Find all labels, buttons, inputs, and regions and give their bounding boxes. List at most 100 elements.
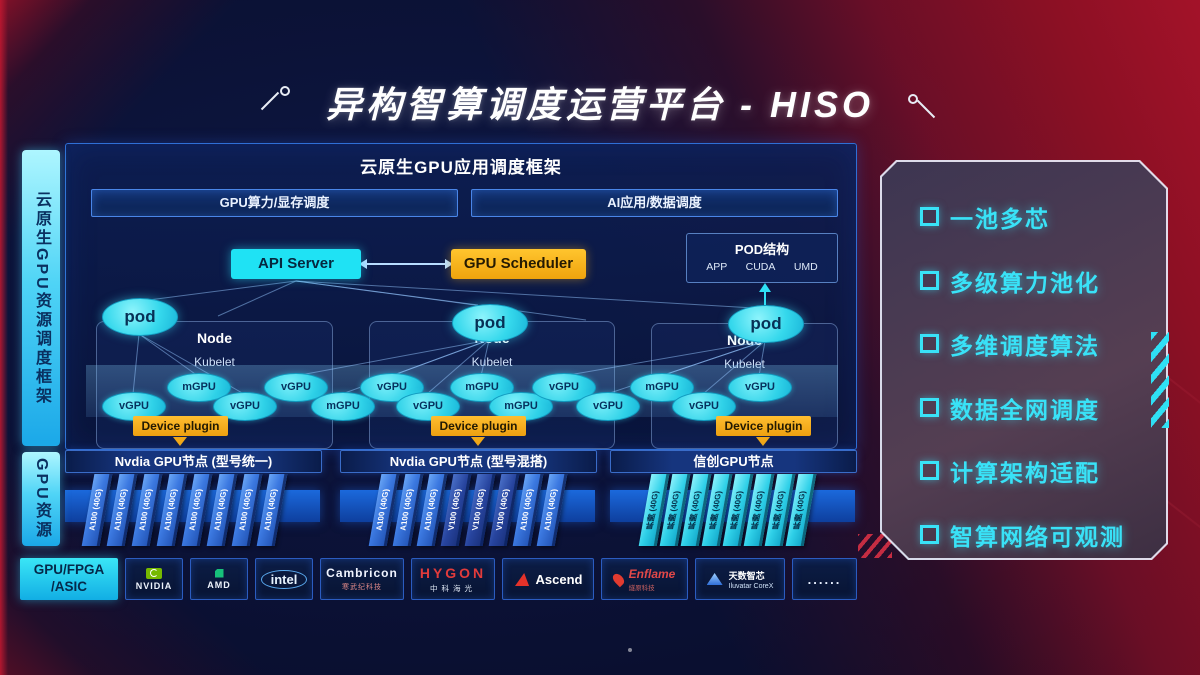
gpu-unit-mgpu: mGPU <box>311 392 375 421</box>
pod-up-arrow <box>764 291 766 305</box>
pod-ellipse: pod <box>452 304 528 342</box>
feature-item: 多级算力池化 <box>882 264 1166 296</box>
vendor-name: 天数智芯 <box>728 570 765 581</box>
gpu-card-label: A100 (40G) <box>112 489 129 531</box>
bg-dot <box>628 648 632 652</box>
vendor-tile: Cambricon 寒武纪科技 <box>320 558 404 600</box>
vendor-name: NVIDIA <box>135 580 173 591</box>
arrow-down-icon <box>471 437 485 446</box>
nvidia-eye-icon <box>150 569 158 577</box>
framework-header: 云原生GPU应用调度框架 <box>360 158 562 177</box>
vendor-tile: Ascend <box>502 558 594 600</box>
feature-item: 多维调度算法 <box>882 327 1166 359</box>
gpu-card-label: A100 (40G) <box>542 489 559 531</box>
feature-label: 一池多芯 <box>950 206 1050 232</box>
gpu-card-label: A100 (40G) <box>374 489 391 531</box>
iluvatar-logo-icon <box>706 573 723 585</box>
vendor-name: Ascend <box>535 571 583 587</box>
feature-item: 数据全网调度 <box>882 391 1166 423</box>
vendor-name: Cambricon <box>326 566 398 580</box>
feature-label: 智算网络可观测 <box>950 523 1125 550</box>
gpu-card-zone: A100 (40G) A100 (40G) A100 (40G) A100 (40G)… <box>65 472 320 552</box>
gpu-card-label: V100 (40G) <box>494 489 511 531</box>
gpu-card-label: A100 (40G) <box>422 489 439 531</box>
vendor-text-column: Enflame 燧原科技 <box>629 567 676 592</box>
vendor-name: AMD <box>207 579 231 590</box>
nvidia-logo-icon <box>146 567 162 579</box>
device-plugin-box: Device plugin <box>716 416 811 436</box>
square-bullet-icon <box>920 207 939 226</box>
feature-item: 智算网络可观测 <box>882 518 1166 550</box>
framework-panel: 云原生GPU应用调度框架 GPU算力/显存调度 AI应用/数据调度 API Se… <box>65 143 857 450</box>
gpu-card-label: 昇腾 (40G) <box>728 490 745 530</box>
gpu-card-label: A100 (40G) <box>187 489 204 531</box>
vendor-tile: AMD <box>190 558 248 600</box>
arrow-down-icon <box>173 437 187 446</box>
gpu-card-label: 昇腾 (40G) <box>707 490 724 530</box>
gpu-unit-vgpu: vGPU <box>576 392 640 421</box>
gpu-card-label: A100 (40G) <box>212 489 229 531</box>
node-label: Node <box>197 330 232 346</box>
sidebar-framework-label: 云原生GPU资源调度框架 <box>22 150 60 446</box>
intel-logo: intel <box>260 569 308 589</box>
vendor-name: Enflame <box>628 566 676 581</box>
vendor-name: HYGON <box>419 564 487 581</box>
hardware-type-label: GPU/FPGA /ASIC <box>20 558 118 600</box>
square-bullet-icon <box>920 334 939 353</box>
arrow-down-icon <box>756 437 770 446</box>
ai-scheduling-bar: AI应用/数据调度 <box>471 189 838 217</box>
feature-item: 一池多芯 <box>882 200 1166 232</box>
pod-structure-item: APP <box>706 261 728 273</box>
vendor-subname: Iluvatar CoreX <box>728 582 774 590</box>
feature-label: 多维调度算法 <box>950 333 1100 359</box>
device-plugin-box: Device plugin <box>431 416 526 436</box>
square-bullet-icon <box>920 525 939 544</box>
gpu-card-label: V100 (40G) <box>470 489 487 531</box>
vendor-subname: 中科海光 <box>430 583 476 593</box>
vendor-tile: 天数智芯 Iluvatar CoreX <box>695 558 785 600</box>
gpu-card-label: A100 (40G) <box>137 489 154 531</box>
sidebar-gpu-resource-label: GPU资源 <box>22 452 60 546</box>
gpu-unit-vgpu: vGPU <box>728 373 792 402</box>
gpu-card-label: 昇腾 (40G) <box>686 490 703 530</box>
arrow-left-icon <box>359 259 367 269</box>
feature-label: 计算架构适配 <box>950 460 1100 486</box>
feature-panel: 一池多芯多级算力池化 多维调度算法数据全网调度计算架构适配 智算网络可观测 <box>882 162 1166 558</box>
compute-scheduling-bar: GPU算力/显存调度 <box>91 189 458 217</box>
square-bullet-icon <box>920 271 939 290</box>
gpu-card-label: 昇腾 (40G) <box>749 490 766 530</box>
gpu-card-label: 昇腾 (40G) <box>770 490 787 530</box>
pod-structure-box: POD结构 APP CUDA UMD <box>686 233 838 283</box>
api-server-box: API Server <box>231 249 361 279</box>
gpu-row-header: Nvdia GPU节点 (型号混搭) <box>340 450 597 473</box>
more-vendors-label: ...... <box>807 571 842 587</box>
left-red-edge <box>0 0 8 675</box>
vendor-tile: HYGON 中科海光 <box>411 558 495 600</box>
vendor-text-column: 天数智芯 Iluvatar CoreX <box>729 569 774 590</box>
gpu-card-label: 昇腾 (40G) <box>665 490 682 530</box>
hardware-type-line: GPU/FPGA <box>33 562 105 578</box>
arrow-up-icon <box>759 283 771 292</box>
pod-ellipse: pod <box>728 305 804 343</box>
feature-panel-frame: 一池多芯多级算力池化 多维调度算法数据全网调度计算架构适配 智算网络可观测 <box>880 160 1168 560</box>
gpu-card-label: A100 (40G) <box>518 489 535 531</box>
gpu-card-zone: 昇腾 (40G) 昇腾 (40G) 昇腾 (40G) 昇腾 (40G) 昇腾 (40G)… <box>610 472 855 552</box>
gpu-card-label: A100 (40G) <box>162 489 179 531</box>
vendor-tile: NVIDIA <box>125 558 183 600</box>
gpu-card-label: 昇腾 (40G) <box>644 490 661 530</box>
hazard-stripes-icon <box>1151 332 1169 428</box>
hardware-type-line: /ASIC <box>50 579 87 594</box>
square-bullet-icon <box>920 398 939 417</box>
gpu-card-zone: A100 (40G) A100 (40G) A100 (40G) V100 (40G)… <box>340 472 595 552</box>
pod-ellipse: pod <box>102 298 178 336</box>
kubelet-label: Kubelet <box>471 355 513 369</box>
pod-structure-title: POD结构 <box>734 242 790 257</box>
api-scheduler-link <box>367 263 445 265</box>
gpu-scheduler-box: GPU Scheduler <box>451 249 586 279</box>
gpu-card-label: A100 (40G) <box>262 489 279 531</box>
gpu-card-label: V100 (40G) <box>446 489 463 531</box>
gpu-card-label: A100 (40G) <box>398 489 415 531</box>
vendor-tile: ...... <box>792 558 857 600</box>
feature-label: 多级算力池化 <box>950 269 1100 296</box>
